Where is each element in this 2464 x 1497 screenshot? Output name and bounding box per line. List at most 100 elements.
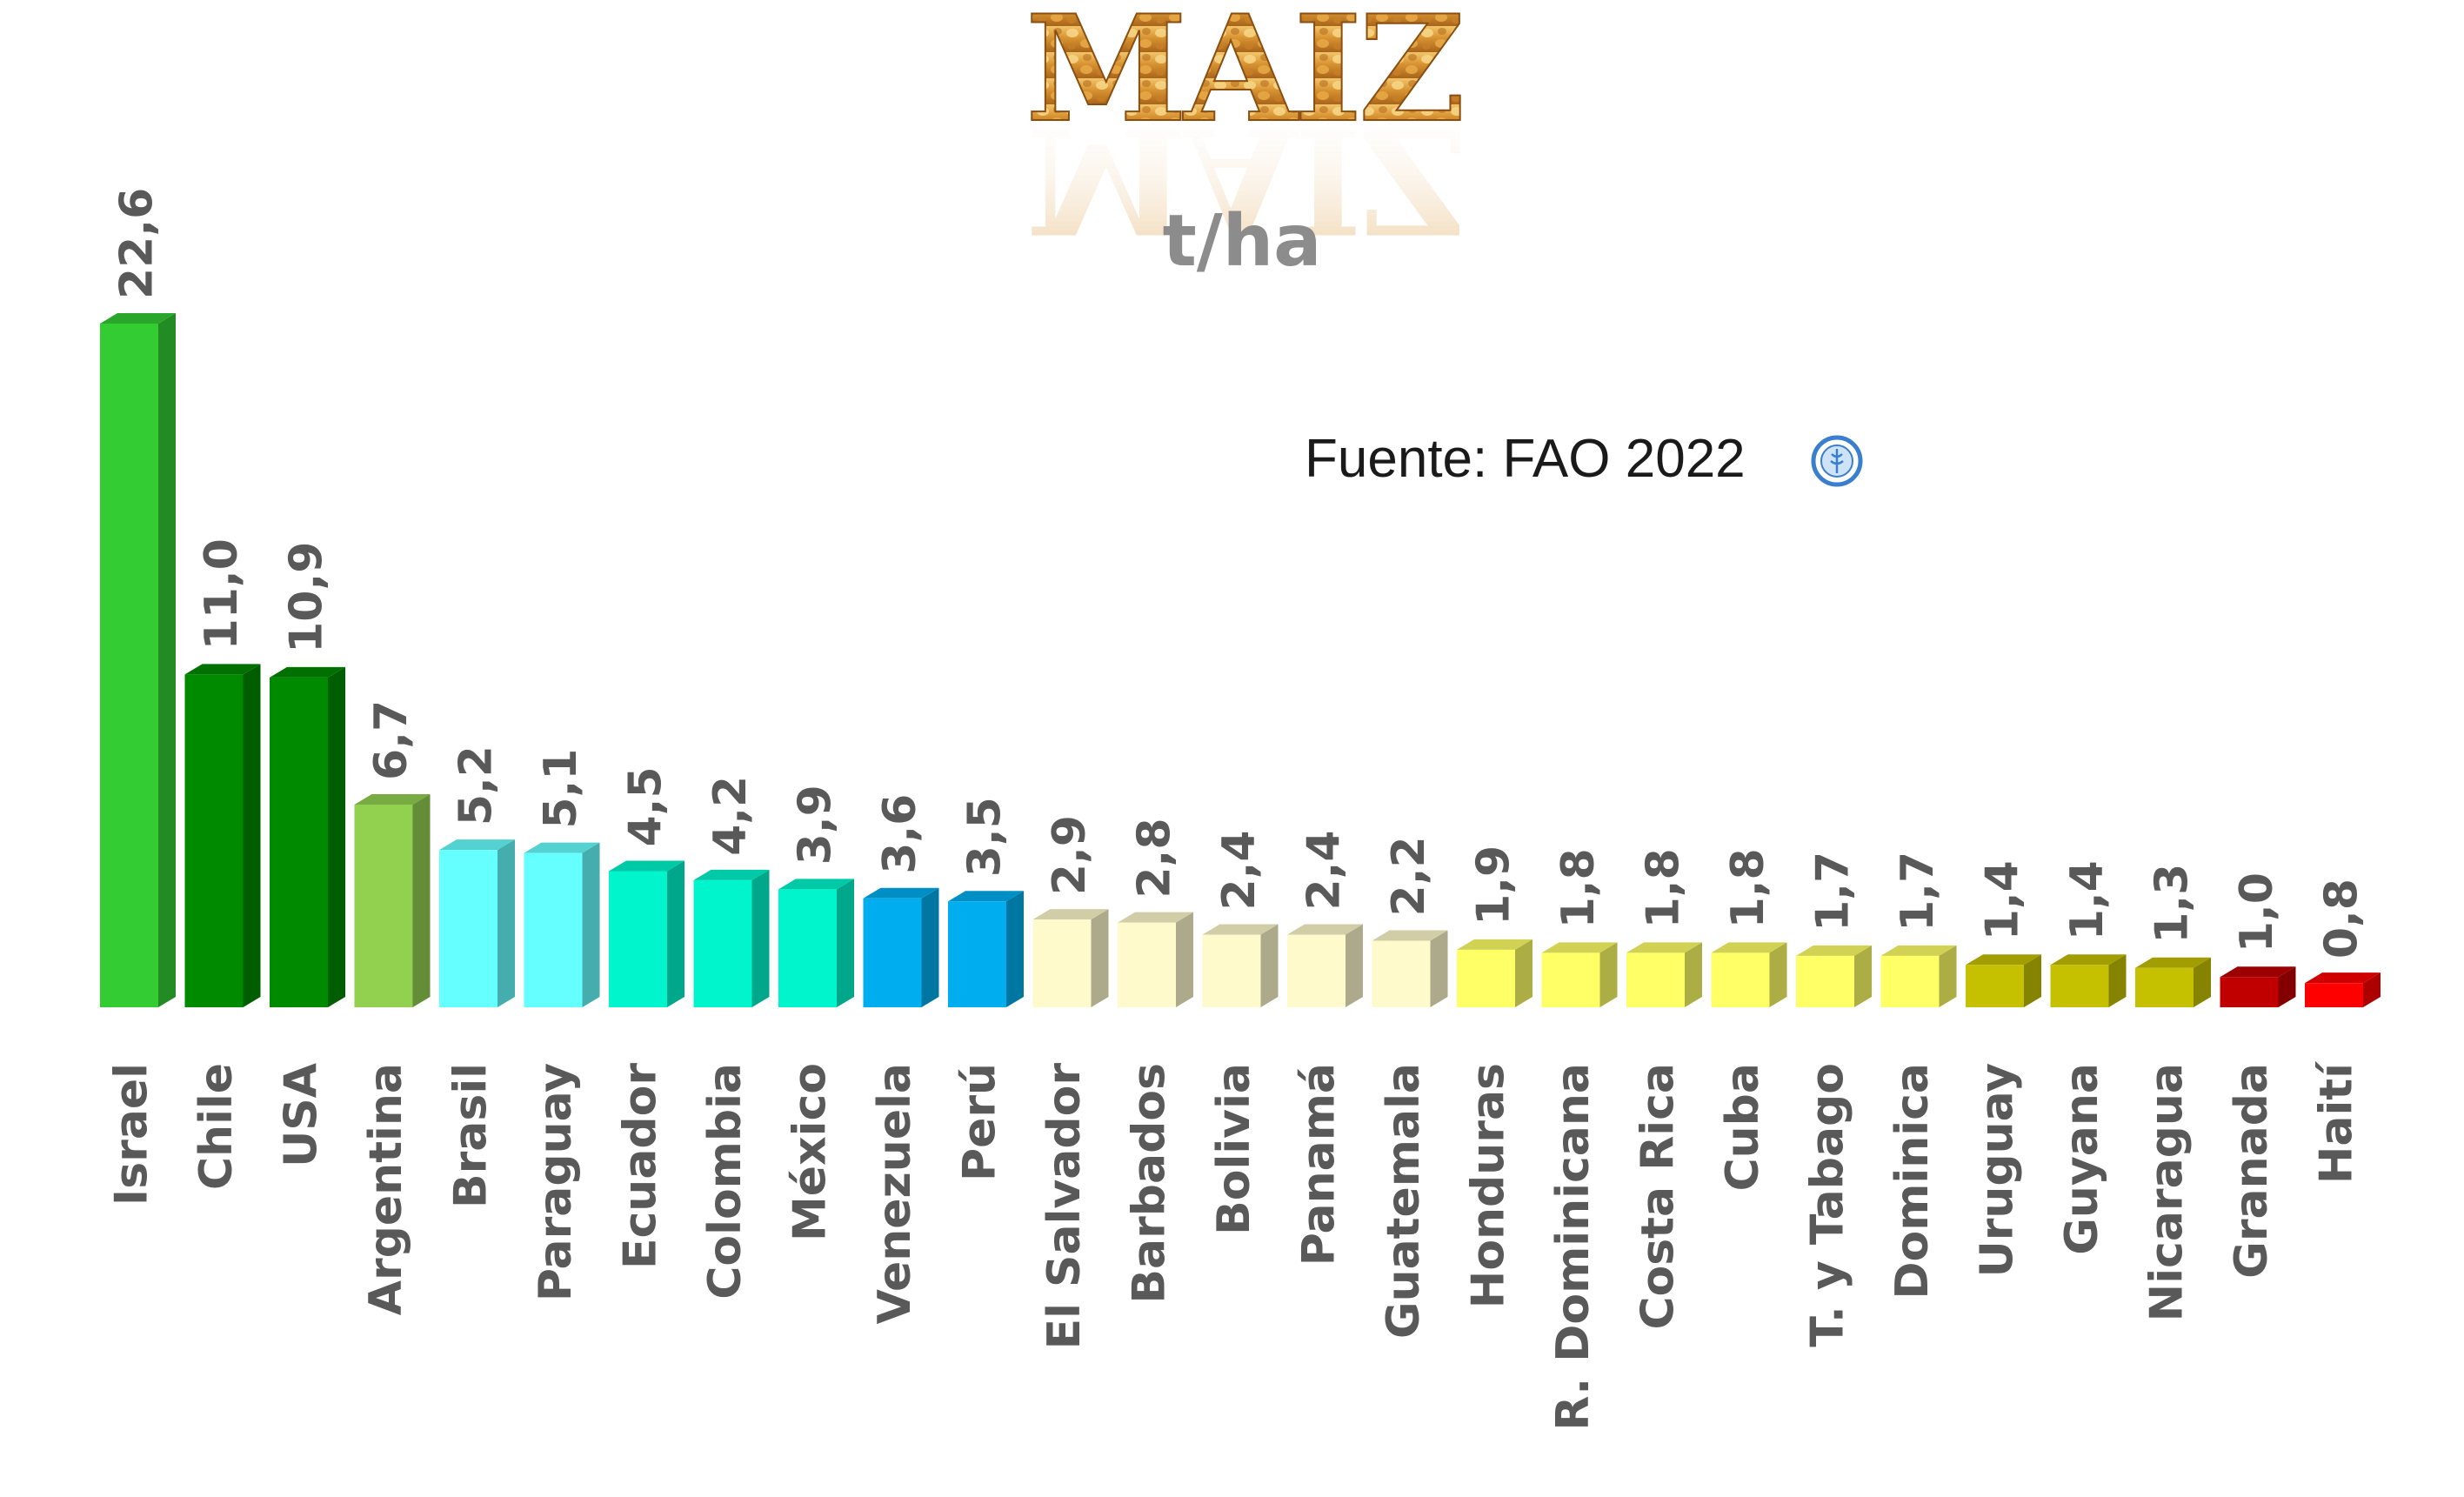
bar xyxy=(1202,924,1279,1007)
bar xyxy=(354,793,431,1007)
x-tick-label: Chile xyxy=(190,1063,243,1190)
bar-side xyxy=(2194,957,2211,1007)
data-label: 10,9 xyxy=(281,542,333,653)
bar-front xyxy=(1287,934,1346,1007)
bar-side xyxy=(1091,909,1109,1007)
bar xyxy=(524,842,600,1007)
data-label: 1,4 xyxy=(2061,860,2113,940)
chart-title-group: MAIZ MAIZ t/ha xyxy=(1025,0,1466,283)
bar xyxy=(2135,957,2211,1007)
bar-side xyxy=(2278,966,2296,1007)
bar-top xyxy=(2305,972,2381,984)
bar-side xyxy=(2024,954,2041,1007)
bar-front xyxy=(270,677,328,1007)
bar-front xyxy=(1372,940,1431,1007)
bar-top xyxy=(1032,909,1109,920)
bar-side xyxy=(1430,930,1448,1007)
bar-top xyxy=(100,313,176,324)
x-tick-label: Honduras xyxy=(1463,1063,1515,1308)
bar-side xyxy=(1515,939,1532,1007)
category-labels: Israel Chile USA Argentina Brasil Paraguay Ecu… xyxy=(106,1060,2363,1431)
data-label: 2,2 xyxy=(1383,836,1435,916)
bar-side xyxy=(497,839,515,1007)
bar xyxy=(2050,954,2127,1007)
x-tick-label: Uruguay xyxy=(1972,1063,2024,1278)
bar-front xyxy=(1541,952,1600,1007)
data-label: 2,8 xyxy=(1129,818,1181,898)
bar-top xyxy=(354,793,431,805)
data-label: 3,9 xyxy=(790,785,842,865)
bar-front xyxy=(693,879,752,1007)
bar-front xyxy=(1711,952,1770,1007)
x-tick-label: Brasil xyxy=(445,1063,497,1208)
bar-front xyxy=(1880,955,1940,1007)
value-labels: 22,6 11,0 10,9 6,7 5,2 5,1 4,5 4,2 3,9 3,6 3,5 2,9 2… xyxy=(111,188,2368,959)
data-label: 22,6 xyxy=(111,188,164,299)
bar-top xyxy=(609,860,684,872)
bar-side xyxy=(1176,912,1193,1007)
bar xyxy=(778,879,854,1007)
bar xyxy=(184,664,261,1007)
bar-front xyxy=(2050,965,2109,1007)
x-tick-label: Ecuador xyxy=(615,1063,667,1269)
x-tick-label: R. Dominicana xyxy=(1547,1063,1599,1431)
bar xyxy=(1118,912,1193,1007)
bar-side xyxy=(751,869,770,1007)
bar-top xyxy=(948,891,1024,902)
x-tick-label: Guyana xyxy=(2056,1063,2108,1255)
bar-top xyxy=(1626,942,1702,953)
bar-top xyxy=(1711,942,1787,953)
data-label: 4,5 xyxy=(620,766,672,846)
bar xyxy=(1541,942,1618,1007)
bar-side xyxy=(1939,945,1957,1007)
bar xyxy=(1457,939,1532,1007)
bar-front xyxy=(1966,965,2024,1007)
bar-side xyxy=(243,664,261,1007)
bar xyxy=(693,869,770,1007)
bar-top xyxy=(693,869,770,880)
x-tick-label: Guatemala xyxy=(1378,1063,1430,1339)
bar-front xyxy=(1032,919,1092,1007)
bar-side xyxy=(1769,942,1787,1007)
x-tick-label: Barbados xyxy=(1124,1063,1176,1304)
bar-front xyxy=(1626,952,1685,1007)
bar-top xyxy=(1880,945,1957,956)
bar-front xyxy=(609,871,667,1007)
bar-front xyxy=(1457,949,1515,1007)
bar-side xyxy=(1685,942,1702,1007)
x-tick-label: Panamá xyxy=(1293,1063,1346,1266)
bar-front xyxy=(354,804,413,1007)
bar-top xyxy=(1457,939,1532,950)
bar xyxy=(1287,924,1363,1007)
data-label: 1,7 xyxy=(1807,852,1860,932)
data-label: 3,6 xyxy=(874,794,926,874)
bar xyxy=(1880,945,1957,1007)
bar-side xyxy=(412,793,431,1007)
x-tick-label: Costa Rica xyxy=(1633,1063,1685,1330)
bar xyxy=(1966,954,2041,1007)
bar xyxy=(100,313,176,1007)
data-label: 2,9 xyxy=(1044,815,1096,895)
bar-side xyxy=(2108,954,2127,1007)
bar-front xyxy=(2220,977,2279,1007)
data-label: 3,5 xyxy=(959,797,1012,877)
x-tick-label: Israel xyxy=(106,1063,158,1206)
bar xyxy=(1372,930,1448,1007)
bar-side xyxy=(1006,891,1024,1007)
bar-side xyxy=(158,313,176,1007)
bar-side xyxy=(582,842,600,1007)
x-tick-label: Nicaragua xyxy=(2141,1063,2194,1321)
data-label: 1,7 xyxy=(1892,852,1944,932)
x-tick-label: Perú xyxy=(954,1063,1006,1181)
x-tick-label: El Salvador xyxy=(1038,1063,1091,1350)
bar-top xyxy=(2135,957,2211,968)
bar-front xyxy=(1202,934,1261,1007)
bar-front xyxy=(439,850,497,1007)
bar xyxy=(863,887,939,1007)
data-label: 1,8 xyxy=(1638,848,1690,928)
bar xyxy=(1796,945,1872,1007)
bar-top xyxy=(439,839,515,851)
data-label: 6,7 xyxy=(365,700,417,780)
bar-side xyxy=(2363,972,2381,1007)
